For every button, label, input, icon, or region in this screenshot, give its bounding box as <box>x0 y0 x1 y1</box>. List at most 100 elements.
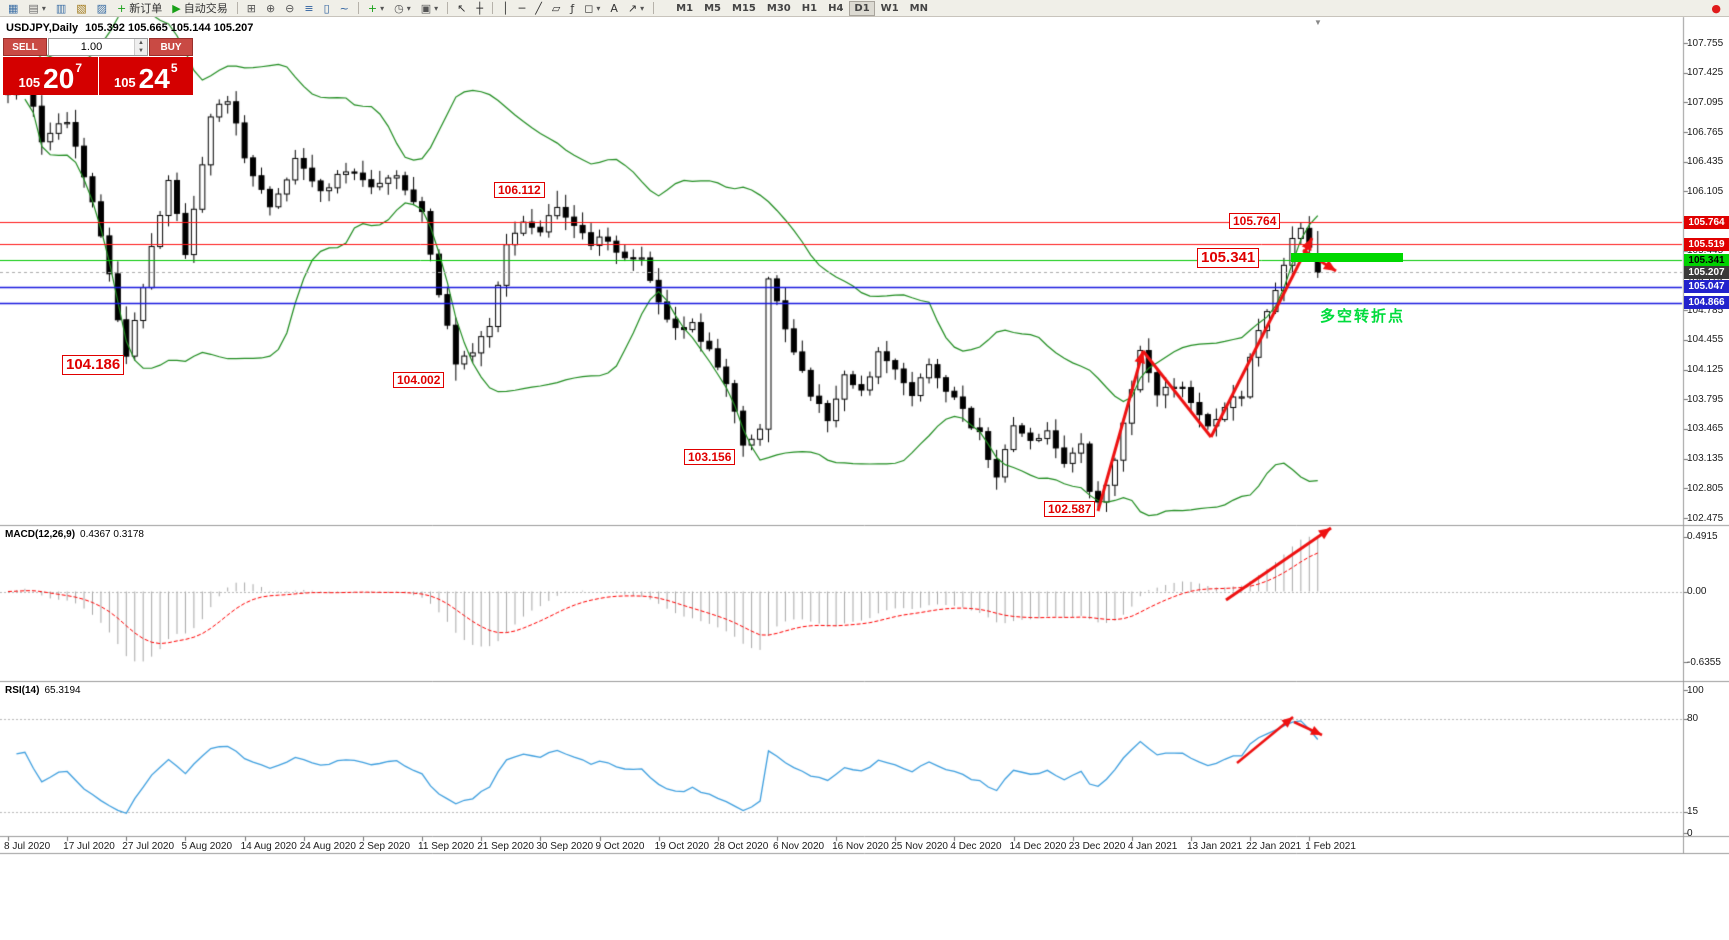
price-callout[interactable]: 105.764 <box>1229 213 1281 230</box>
text-icon[interactable]: A <box>606 0 622 17</box>
new-order-button-label: 新订单 <box>129 1 163 15</box>
price-axis-label: 103.795 <box>1687 393 1724 405</box>
navigator-icon[interactable]: ▧ <box>72 0 90 17</box>
price-callout[interactable]: 104.002 <box>393 372 445 389</box>
new-chart-icon: ▦ <box>8 1 19 15</box>
date-axis-label: 27 Jul 2020 <box>122 841 175 852</box>
buy-price-display[interactable]: 105 24 5 <box>98 57 193 95</box>
profiles-icon: ▤ <box>28 1 39 15</box>
fibonacci-icon: ƒ <box>570 1 575 15</box>
tile-windows-icon[interactable]: ⊞ <box>243 0 260 17</box>
toolbar-separator <box>447 2 449 14</box>
autotrading-button[interactable]: ▶ 自动交易 <box>168 0 231 17</box>
rsi-axis-label: 100 <box>1687 684 1704 696</box>
price-callout[interactable]: 105.341 <box>1197 248 1260 268</box>
buy-button[interactable]: BUY <box>149 38 193 56</box>
timeframe-m1[interactable]: M1 <box>676 2 694 14</box>
community-icon: ● <box>1711 1 1721 15</box>
date-axis-label: 14 Aug 2020 <box>240 841 297 852</box>
candlestick-chart-icon[interactable]: ▯ <box>320 0 334 17</box>
timeframe-h4[interactable]: H4 <box>828 2 844 14</box>
price-callout[interactable]: 106.112 <box>494 182 545 199</box>
price-callout[interactable]: 102.587 <box>1044 501 1096 518</box>
zoom-out-icon: ⊖ <box>285 1 295 15</box>
trendline-icon: ╱ <box>535 1 542 15</box>
timeframe-m5[interactable]: M5 <box>704 2 721 14</box>
date-axis-label: 11 Sep 2020 <box>418 841 475 852</box>
cursor-icon: ↖ <box>457 1 467 15</box>
chevron-down-icon: ▾ <box>434 3 439 13</box>
price-axis-label: 106.105 <box>1687 185 1724 197</box>
date-axis-label: 17 Jul 2020 <box>63 841 115 852</box>
date-axis-label: 2 Sep 2020 <box>358 841 411 852</box>
fibonacci-icon[interactable]: ƒ <box>566 0 578 17</box>
symbol-name: USDJPY,Daily <box>6 22 79 34</box>
sell-price-display[interactable]: 105 20 7 <box>3 57 98 95</box>
stepper-up-icon[interactable]: ▲ <box>135 39 147 47</box>
community-icon[interactable]: ● <box>1707 0 1725 17</box>
date-axis-label: 24 Aug 2020 <box>299 841 356 852</box>
annotation-text[interactable]: 多空转折点 <box>1320 308 1406 325</box>
volume-input[interactable]: 1.00 ▲ ▼ <box>48 38 148 56</box>
timeframe-d1[interactable]: D1 <box>849 0 875 16</box>
timeframe-h1[interactable]: H1 <box>801 2 818 14</box>
timeframe-w1[interactable]: W1 <box>880 2 899 14</box>
periods-icon[interactable]: ◷ ▾ <box>390 0 415 17</box>
price-axis-label: 106.435 <box>1687 156 1724 168</box>
chevron-down-icon: ▾ <box>596 3 601 13</box>
toolbar-separator <box>653 2 655 14</box>
sell-price-prefix: 105 <box>18 75 41 90</box>
timeframe-mn[interactable]: MN <box>909 2 928 14</box>
templates-icon[interactable]: ▣ ▾ <box>417 0 442 17</box>
price-axis-tag: 105.207 <box>1684 265 1729 279</box>
price-axis-tag: 105.764 <box>1684 215 1729 229</box>
top-toolbar: ▦ ▤ ▾ ▥ ▧ ▨ + 新订单 ▶ 自动交易 ⊞ ⊕ ⊖ ≡ ▯ ~ + ▾ ◷ ▾ ▣ ▾ ↖ ┼ │ ─ ╱ ▱ ƒ ◻ ▾ A ↗ ▾ M… <box>0 0 1729 17</box>
shapes-icon[interactable]: ◻ ▾ <box>580 0 604 17</box>
equidistant-channel-icon[interactable]: ▱ <box>548 0 564 17</box>
buy-price-big: 24 <box>138 63 170 94</box>
price-axis-tag: 105.047 <box>1684 280 1729 294</box>
zoom-in-icon[interactable]: ⊕ <box>262 0 279 17</box>
volume-stepper[interactable]: ▲ ▼ <box>134 39 147 55</box>
trendline-icon[interactable]: ╱ <box>531 0 546 17</box>
support-zone-rectangle[interactable] <box>1291 253 1403 262</box>
price-axis-tag: 104.866 <box>1684 296 1729 310</box>
crosshair-icon[interactable]: ┼ <box>472 0 487 17</box>
horizontal-line-icon[interactable]: ─ <box>515 0 530 17</box>
market-watch-icon[interactable]: ▥ <box>52 0 70 17</box>
shapes-icon: ◻ <box>584 1 594 15</box>
profiles-icon[interactable]: ▤ ▾ <box>24 0 49 17</box>
macd-axis-label: 0.00 <box>1687 586 1707 597</box>
date-axis-label: 22 Jan 2021 <box>1246 841 1302 852</box>
rsi-axis-label: 80 <box>1687 713 1699 725</box>
timeframe-m30[interactable]: M30 <box>766 2 791 14</box>
sell-button[interactable]: SELL <box>3 38 47 56</box>
new-chart-icon[interactable]: ▦ <box>4 0 22 17</box>
market-watch-icon: ▥ <box>55 1 67 15</box>
price-axis-label: 104.125 <box>1687 364 1724 376</box>
arrows-icon[interactable]: ↗ ▾ <box>624 0 648 17</box>
rsi-indicator-label: RSI(14) 65.3194 <box>5 685 81 696</box>
indicators-icon[interactable]: + ▾ <box>364 0 388 17</box>
volume-value[interactable]: 1.00 <box>80 41 103 53</box>
cursor-icon[interactable]: ↖ <box>453 0 470 17</box>
toolbar-separator <box>357 2 359 14</box>
vertical-line-icon[interactable]: │ <box>498 0 513 17</box>
stepper-down-icon[interactable]: ▼ <box>135 47 147 55</box>
macd-values: 0.4367 0.3178 <box>80 529 144 540</box>
zoom-out-icon[interactable]: ⊖ <box>281 0 298 17</box>
price-callout[interactable]: 104.186 <box>62 355 125 375</box>
rsi-axis-label: 15 <box>1687 806 1699 818</box>
new-order-button[interactable]: + 新订单 <box>113 0 166 17</box>
line-chart-icon[interactable]: ~ <box>336 0 353 17</box>
price-callout[interactable]: 103.156 <box>684 449 736 466</box>
bar-chart-icon[interactable]: ≡ <box>300 0 317 17</box>
chevron-down-icon: ▾ <box>640 3 645 13</box>
terminal-icon[interactable]: ▨ <box>93 0 111 17</box>
price-axis-label: 107.755 <box>1687 37 1724 49</box>
timeframe-m15[interactable]: M15 <box>732 2 756 14</box>
trade-prices-row: 105 20 7 105 24 5 <box>3 57 193 95</box>
ohlc-values: 105.392 105.665 105.144 105.207 <box>85 22 254 34</box>
horizontal-line-icon: ─ <box>518 1 526 15</box>
